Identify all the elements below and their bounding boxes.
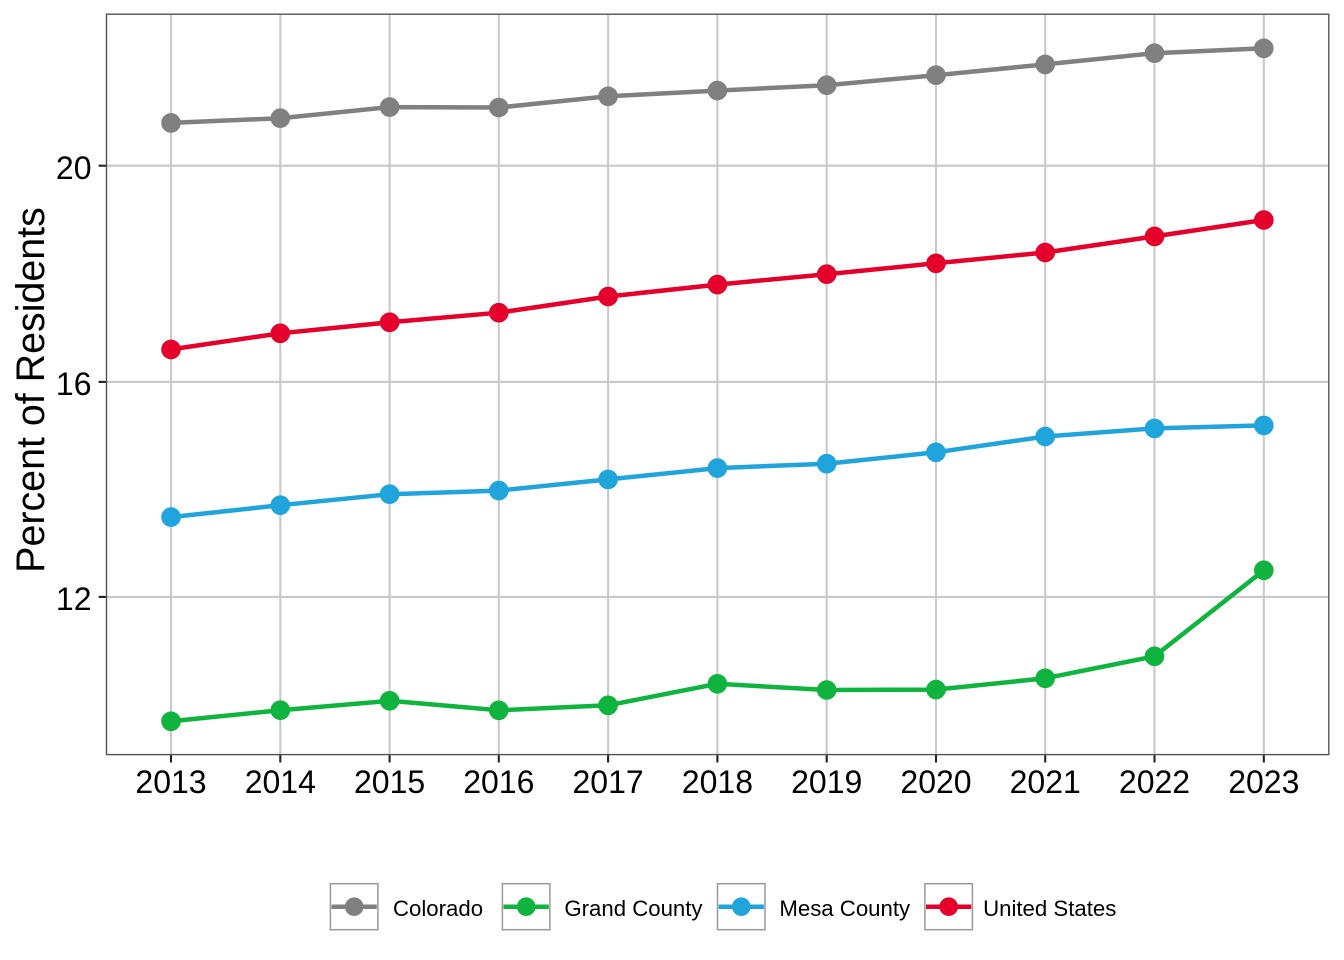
svg-text:2013: 2013 — [135, 764, 206, 800]
svg-text:Grand County: Grand County — [564, 896, 703, 921]
svg-text:2018: 2018 — [682, 764, 753, 800]
svg-text:2017: 2017 — [573, 764, 644, 800]
svg-text:20: 20 — [56, 150, 92, 186]
svg-text:2023: 2023 — [1228, 764, 1299, 800]
svg-text:Percent of Residents: Percent of Residents — [9, 207, 53, 573]
svg-text:2022: 2022 — [1119, 764, 1190, 800]
svg-text:Mesa County: Mesa County — [779, 896, 911, 921]
svg-text:2014: 2014 — [245, 764, 316, 800]
svg-text:2016: 2016 — [463, 764, 534, 800]
svg-text:16: 16 — [56, 366, 92, 402]
svg-text:2019: 2019 — [791, 764, 862, 800]
svg-text:2021: 2021 — [1010, 764, 1081, 800]
svg-text:2015: 2015 — [354, 764, 425, 800]
svg-text:Colorado: Colorado — [393, 896, 483, 921]
svg-text:12: 12 — [56, 581, 92, 617]
svg-text:United States: United States — [983, 896, 1116, 921]
svg-text:2020: 2020 — [900, 764, 971, 800]
